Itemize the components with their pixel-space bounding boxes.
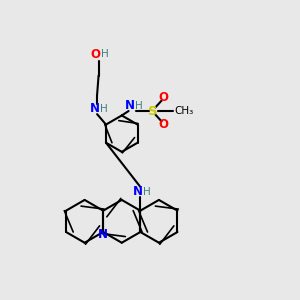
- Text: N: N: [125, 99, 135, 112]
- Text: H: H: [100, 104, 107, 114]
- Text: H: H: [135, 101, 142, 111]
- Text: CH₃: CH₃: [174, 106, 194, 116]
- Text: N: N: [90, 102, 100, 115]
- Text: O: O: [158, 91, 168, 104]
- Text: N: N: [98, 228, 108, 241]
- Text: S: S: [148, 104, 158, 118]
- Text: H: H: [101, 49, 109, 59]
- Text: O: O: [90, 48, 100, 61]
- Text: N: N: [133, 185, 143, 198]
- Text: O: O: [158, 118, 168, 131]
- Text: H: H: [143, 187, 151, 197]
